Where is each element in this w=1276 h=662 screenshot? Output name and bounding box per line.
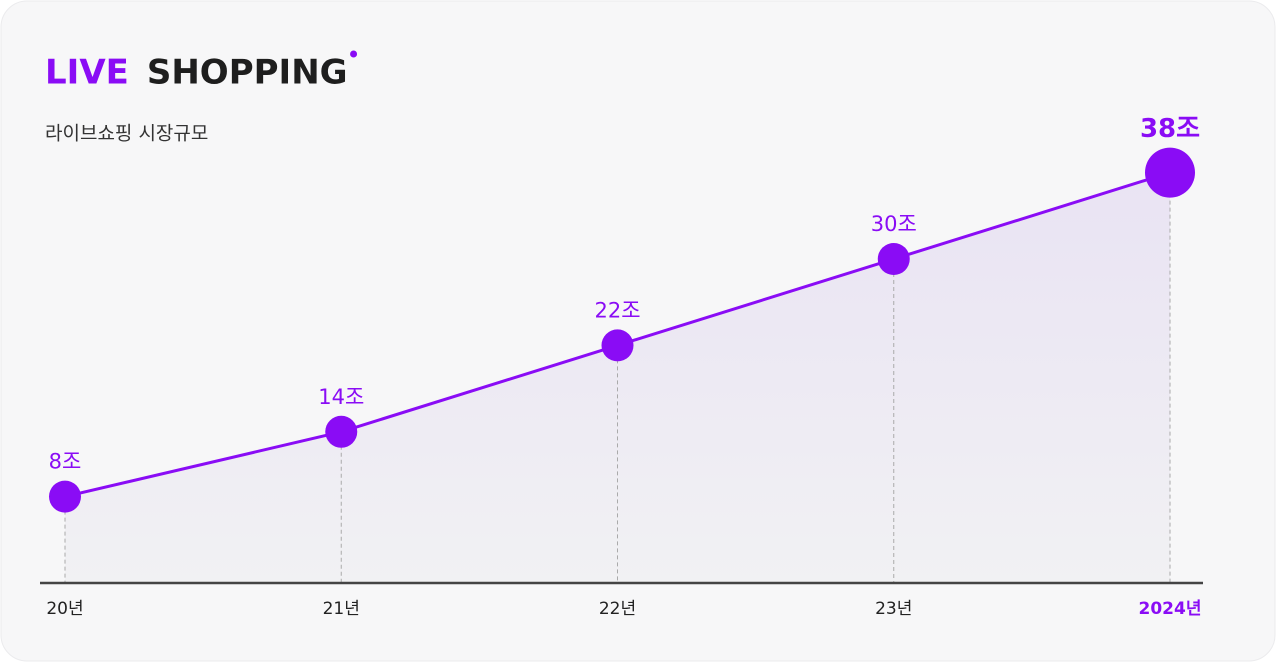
value-label: 22조: [594, 298, 640, 322]
plot: 8조 20년 14조 21년 22조 22년 30조 23년 38조 2024년: [40, 114, 1203, 619]
x-tick-label: 21년: [323, 599, 360, 619]
title-dot: [350, 50, 358, 58]
value-label: 8조: [49, 450, 82, 474]
value-label: 38조: [1140, 114, 1200, 144]
title: SHOPPING: [147, 53, 348, 93]
x-tick-label: 23년: [875, 599, 912, 619]
point: [877, 243, 910, 275]
point: [1145, 147, 1195, 198]
point: [49, 480, 81, 513]
title-accent: LIVE: [45, 53, 129, 93]
value-label: 14조: [318, 385, 364, 409]
x-tick-label: 2024년: [1139, 599, 1202, 619]
point: [325, 415, 358, 448]
x-tick-label: 22년: [599, 599, 636, 619]
point: [601, 329, 634, 362]
subtitle: 라이브쇼핑 시장규모: [45, 123, 208, 145]
value-label: 30조: [871, 212, 917, 236]
x-tick-label: 20년: [46, 599, 83, 619]
